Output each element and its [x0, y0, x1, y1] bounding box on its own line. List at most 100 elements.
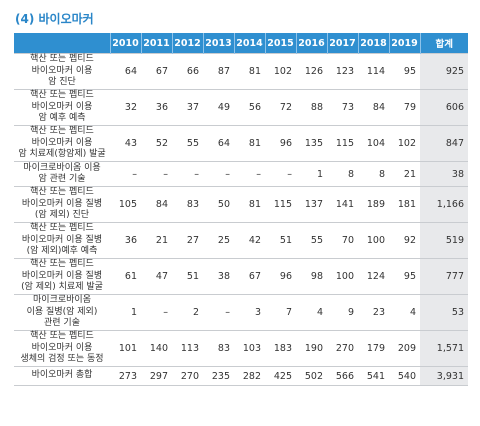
header-year: 2018: [357, 33, 389, 54]
table-cell: –: [141, 161, 172, 187]
table-cell: 190: [296, 330, 327, 367]
header-year: 2010: [109, 33, 141, 54]
table-cell: 7: [265, 294, 296, 331]
row-total-cell: 606: [420, 89, 468, 126]
row-label: 핵산 또는 펩티드 바이오마커 이용 암 치료제(항암제) 발굴: [14, 125, 110, 162]
table-cell: 88: [296, 89, 327, 126]
table-cell: 102: [389, 125, 420, 162]
table-cell: 79: [389, 89, 420, 126]
table-cell: 270: [327, 330, 358, 367]
table-cell: 124: [358, 258, 389, 295]
table-cell: 135: [296, 125, 327, 162]
table-cell: 95: [389, 258, 420, 295]
table-cell: –: [265, 161, 296, 187]
table-cell: 32: [110, 89, 141, 126]
table-cell: 67: [141, 53, 172, 90]
table-cell: 8: [358, 161, 389, 187]
table-cell: 126: [296, 53, 327, 90]
row-total-cell: 38: [420, 161, 468, 187]
table-cell: 425: [265, 366, 296, 386]
header-total: 합계: [419, 33, 468, 54]
table-cell: 96: [265, 125, 296, 162]
table-cell: 282: [234, 366, 265, 386]
table-cell: 4: [296, 294, 327, 331]
table-cell: 66: [172, 53, 203, 90]
table-cell: 67: [234, 258, 265, 295]
table-cell: 64: [110, 53, 141, 90]
header-year: 2012: [171, 33, 203, 54]
table-cell: 95: [389, 53, 420, 90]
table-cell: 84: [141, 186, 172, 223]
table-cell: –: [203, 294, 234, 331]
table-cell: 3: [234, 294, 265, 331]
table-cell: 84: [358, 89, 389, 126]
table-cell: 64: [203, 125, 234, 162]
table-cell: 115: [265, 186, 296, 223]
table-cell: 27: [172, 222, 203, 259]
header-year: 2019: [388, 33, 420, 54]
row-label: 마이크로바이옴 이용 질병(암 제외) 관련 기술: [14, 294, 110, 331]
table-row: 핵산 또는 펩티드 바이오마커 이용 질병 (암 제외) 진단 105 84 83 50…: [14, 186, 468, 223]
table-cell: 98: [296, 258, 327, 295]
table-cell: 297: [141, 366, 172, 386]
table-cell: 273: [110, 366, 141, 386]
table-cell: 141: [327, 186, 358, 223]
header-year: 2015: [264, 33, 296, 54]
table-cell: 566: [327, 366, 358, 386]
row-label: 바이오마커 총합: [14, 366, 110, 386]
header-year: 2013: [202, 33, 234, 54]
table-cell: 21: [389, 161, 420, 187]
table-cell: 1: [296, 161, 327, 187]
table-cell: 1: [110, 294, 141, 331]
table-cell: 113: [172, 330, 203, 367]
header-year: 2017: [326, 33, 358, 54]
biomarker-table: 2010 2011 2012 2013 2014 2015 2016 2017 …: [14, 33, 468, 386]
table-cell: 87: [203, 53, 234, 90]
table-cell: 140: [141, 330, 172, 367]
row-total-cell: 925: [420, 53, 468, 90]
table-cell: 103: [234, 330, 265, 367]
header-year: 2011: [140, 33, 172, 54]
table-cell: –: [234, 161, 265, 187]
table-cell: 83: [203, 330, 234, 367]
table-cell: 137: [296, 186, 327, 223]
table-cell: 540: [389, 366, 420, 386]
table-cell: 92: [389, 222, 420, 259]
table-cell: 49: [203, 89, 234, 126]
table-cell: 37: [172, 89, 203, 126]
table-cell: 209: [389, 330, 420, 367]
row-total-cell: 519: [420, 222, 468, 259]
row-total-cell: 777: [420, 258, 468, 295]
table-cell: 52: [141, 125, 172, 162]
table-cell: 51: [265, 222, 296, 259]
table-cell: 55: [296, 222, 327, 259]
table-cell: 23: [358, 294, 389, 331]
table-cell: –: [141, 294, 172, 331]
table-cell: –: [110, 161, 141, 187]
table-cell: 114: [358, 53, 389, 90]
table-cell: 47: [141, 258, 172, 295]
table-cell: 61: [110, 258, 141, 295]
table-row: 바이오마커 총합 273 297 270 235 282 425 502 566 541 540 3,…: [14, 366, 468, 386]
table-row: 마이크로바이옴 이용 암 관련 기술 – – – – – –1 8 8 21 38: [14, 161, 468, 187]
table-cell: 9: [327, 294, 358, 331]
table-cell: 183: [265, 330, 296, 367]
table-cell: 502: [296, 366, 327, 386]
table-cell: 96: [265, 258, 296, 295]
row-total-cell: 847: [420, 125, 468, 162]
table-row: 핵산 또는 펩티드 바이오마커 이용 암 예후 예측 32 36 37 49 56 72 88…: [14, 89, 468, 126]
header-year: 2014: [233, 33, 265, 54]
row-total-cell: 1,166: [420, 186, 468, 223]
table-cell: 270: [172, 366, 203, 386]
table-cell: 36: [141, 89, 172, 126]
row-label: 핵산 또는 펩티드 바이오마커 이용 생체의 검정 또는 동정: [14, 330, 110, 367]
table-cell: 50: [203, 186, 234, 223]
table-cell: 43: [110, 125, 141, 162]
header-blank: [14, 33, 110, 54]
row-total-cell: 53: [420, 294, 468, 331]
row-label: 핵산 또는 펩티드 바이오마커 이용 암 진단: [14, 53, 110, 90]
table-cell: 179: [358, 330, 389, 367]
table-cell: 105: [110, 186, 141, 223]
table-cell: 104: [358, 125, 389, 162]
row-label: 핵산 또는 펩티드 바이오마커 이용 질병 (암 제외) 치료제 발굴: [14, 258, 110, 295]
